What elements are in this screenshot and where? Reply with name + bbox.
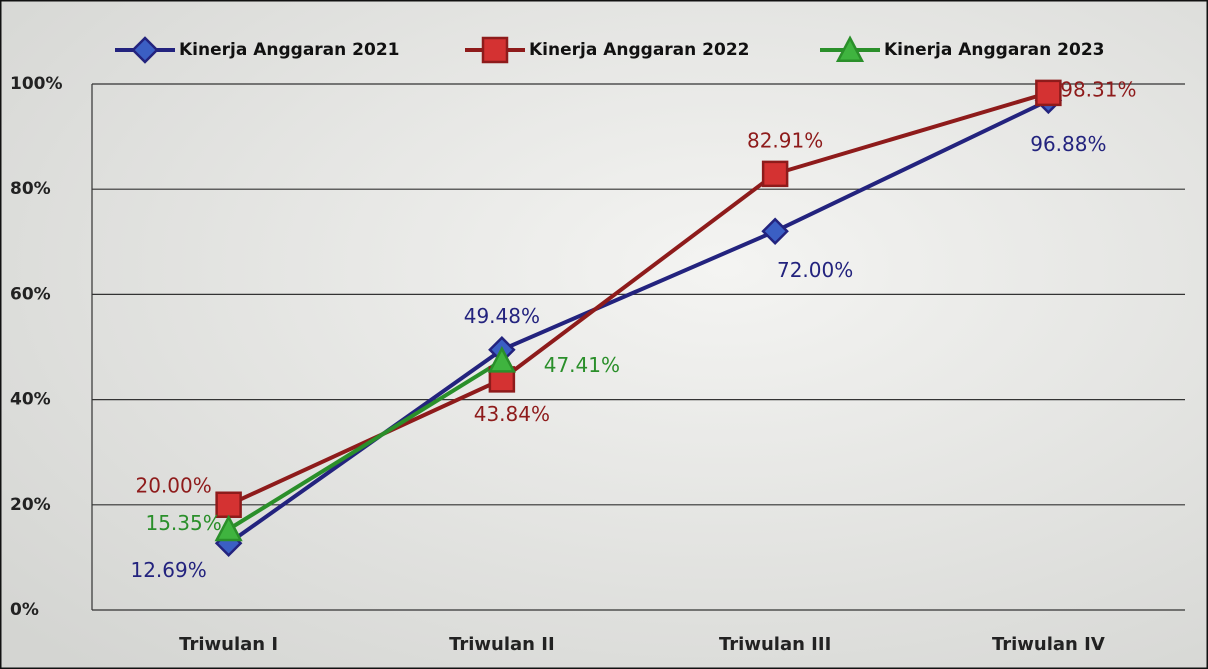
legend-label: Kinerja Anggaran 2022 [529, 40, 750, 60]
point-marker [1036, 81, 1060, 105]
value-label: 72.00% [777, 258, 853, 282]
x-tick-label: Triwulan IV [992, 634, 1105, 655]
value-label: 15.35% [145, 511, 221, 535]
y-tick-label: 20% [10, 495, 51, 515]
value-label: 12.69% [130, 558, 206, 582]
value-label: 20.00% [135, 473, 211, 497]
point-marker [763, 162, 787, 186]
y-tick-label: 0% [10, 600, 39, 620]
value-label: 82.91% [747, 128, 823, 152]
legend-label: Kinerja Anggaran 2021 [179, 40, 400, 60]
chart: 0% 20% 40% 60% 80% 100% Triwulan I Triwulan II T… [0, 0, 1208, 669]
x-tick-label: Triwulan I [179, 634, 278, 655]
y-tick-label: 100% [10, 74, 63, 94]
y-tick-label: 80% [10, 179, 51, 199]
value-label: 43.84% [474, 402, 550, 426]
value-label: 98.31% [1060, 77, 1136, 101]
legend-marker [483, 38, 507, 62]
x-tick-label: Triwulan II [449, 634, 555, 655]
value-label: 47.41% [544, 353, 620, 377]
y-tick-label: 40% [10, 390, 51, 410]
y-tick-label: 60% [10, 284, 51, 304]
legend-label: Kinerja Anggaran 2023 [884, 40, 1105, 60]
value-label: 49.48% [464, 304, 540, 328]
x-tick-label: Triwulan III [719, 634, 831, 655]
value-label: 96.88% [1030, 132, 1106, 156]
